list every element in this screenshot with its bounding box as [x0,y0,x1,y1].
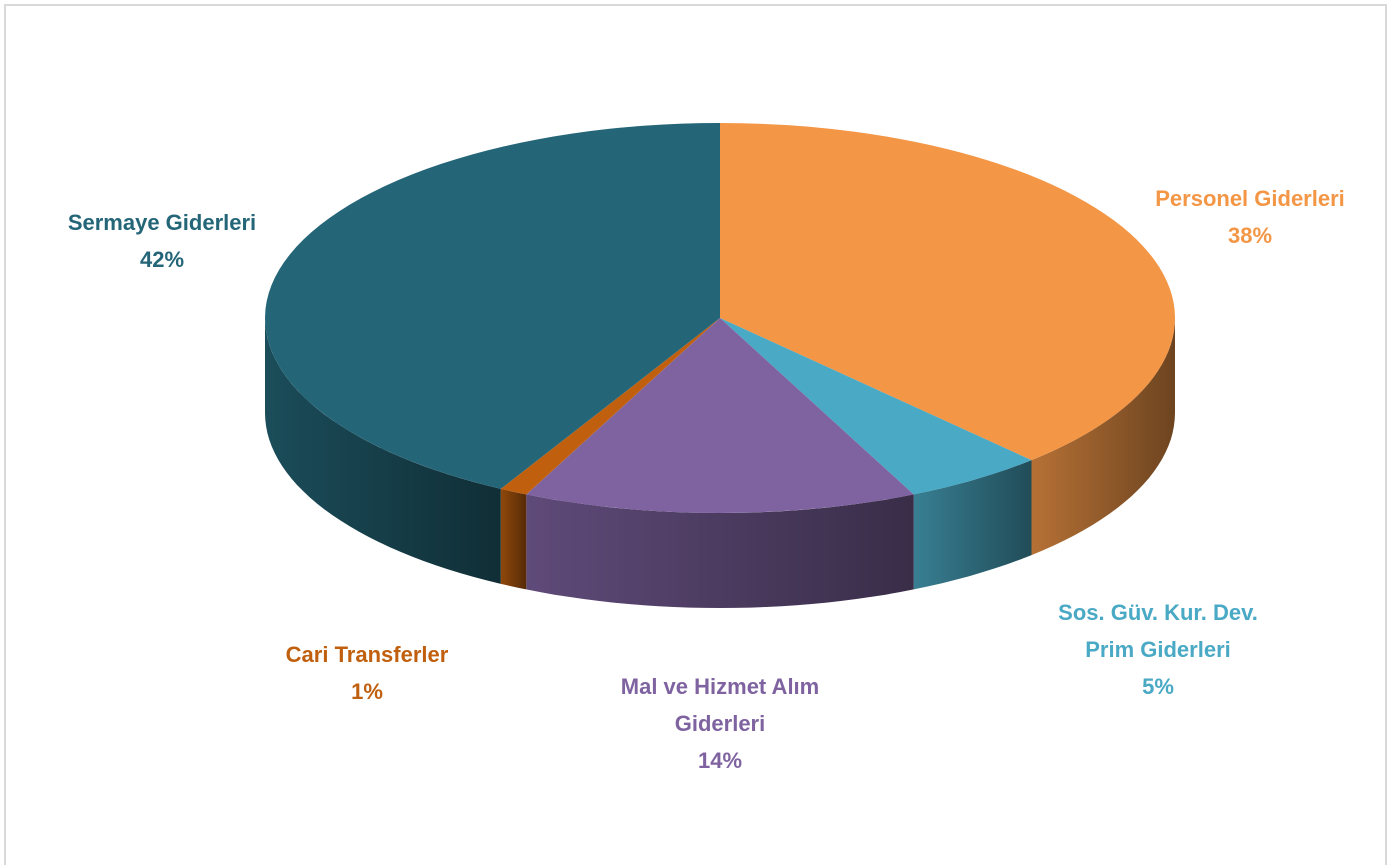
data-label: Mal ve Hizmet Alım Giderleri 14% [585,668,855,779]
category-label: Mal ve Hizmet Alım Giderleri [620,674,820,736]
category-label: Cari Transferler [285,642,449,667]
data-label: Sos. Güv. Kur. Dev. Prim Giderleri 5% [1033,594,1283,705]
value-label: 14% [697,748,743,773]
category-label: Sos. Güv. Kur. Dev. Prim Giderleri [1058,600,1258,662]
slice [720,318,1032,495]
category-label: Personel Giderleri [1155,186,1345,211]
data-label: Cari Transferler 1% [247,636,487,710]
slice-side [913,460,1032,590]
slice [500,318,720,495]
value-label: 1% [351,679,383,704]
category-label: Sermaye Giderleri [67,210,257,235]
data-label: Sermaye Giderleri 42% [32,204,292,278]
slice-side [526,494,914,608]
slice-side [500,488,527,590]
slice-side [265,318,501,584]
chart-frame [4,4,1387,865]
slice [720,123,1176,461]
value-label: 42% [139,247,185,272]
data-label: Personel Giderleri 38% [1120,180,1380,254]
slice [264,123,720,489]
slice-side [1031,318,1175,556]
slice [526,318,914,513]
value-label: 5% [1142,674,1174,699]
value-label: 38% [1227,223,1273,248]
